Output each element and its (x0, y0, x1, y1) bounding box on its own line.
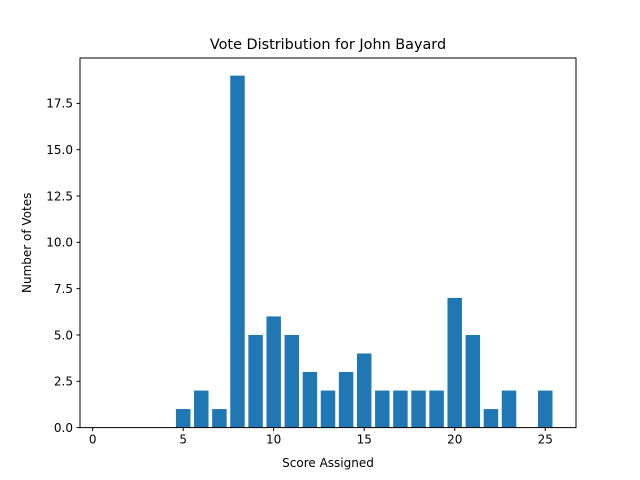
x-tick-label: 15 (357, 433, 372, 447)
x-tick-label: 25 (538, 433, 553, 447)
bar-18 (411, 390, 426, 428)
bar-12 (302, 372, 318, 428)
bar-25 (537, 390, 553, 428)
bar-19 (429, 390, 444, 428)
bar-5 (175, 409, 191, 428)
plot-frame (79, 57, 577, 429)
bar-7 (212, 409, 227, 428)
x-tick-label: 5 (179, 433, 187, 447)
bar-11 (284, 334, 300, 428)
bar-14 (338, 372, 354, 428)
y-tick-label: 17.5 (46, 97, 73, 111)
bar-15 (356, 353, 372, 428)
x-tick-label: 0 (89, 433, 97, 447)
bar-6 (194, 390, 209, 428)
bar-13 (320, 390, 336, 428)
bar-22 (483, 409, 499, 428)
bar-10 (266, 316, 281, 428)
bar-21 (465, 334, 481, 428)
y-tick-label: 2.5 (54, 375, 73, 389)
bar-8 (230, 75, 245, 428)
y-tick-label: 0.0 (54, 421, 73, 435)
y-axis-label: Number of Votes (20, 193, 34, 293)
bar-20 (447, 297, 462, 428)
y-tick-label: 7.5 (54, 282, 73, 296)
x-tick-label: 20 (447, 433, 462, 447)
bar-17 (393, 390, 408, 428)
x-axis-label: Score Assigned (282, 456, 374, 470)
y-tick-label: 5.0 (54, 328, 73, 342)
x-tick-label: 10 (266, 433, 281, 447)
bar-23 (501, 390, 517, 428)
chart-title: Vote Distribution for John Bayard (210, 37, 446, 53)
y-tick-label: 10.0 (46, 236, 73, 250)
y-tick-label: 12.5 (46, 189, 73, 203)
y-axis-ticks: 0.0 2.5 5.0 7.5 10.0 12.5 15.0 17.5 (46, 97, 80, 435)
x-axis-ticks: 0 5 10 15 20 25 (89, 427, 553, 447)
y-tick-label: 15.0 (46, 143, 73, 157)
bar-9 (248, 334, 263, 428)
bar-16 (375, 390, 390, 428)
bars-group (175, 75, 553, 428)
